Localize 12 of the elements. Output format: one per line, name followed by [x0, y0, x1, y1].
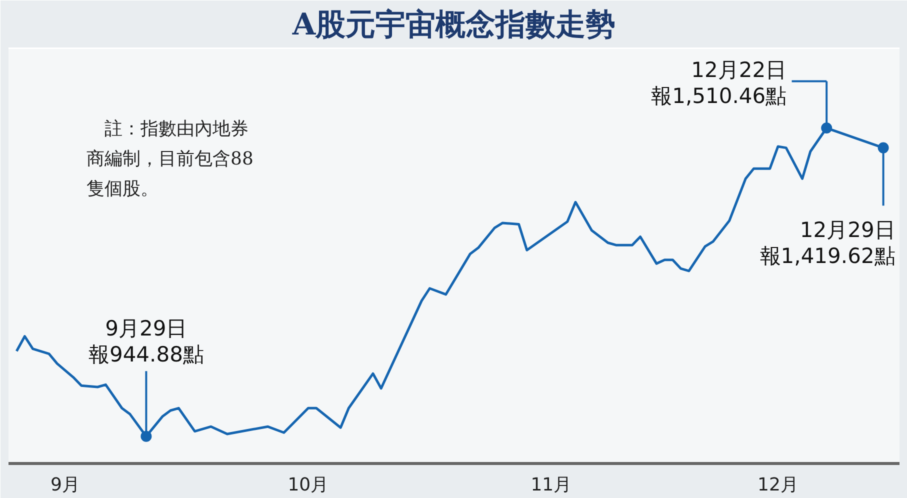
- x-tick-label: 9月: [50, 474, 80, 496]
- chart-title: A股元宇宙概念指數走勢: [291, 8, 616, 42]
- x-tick-label: 11月: [530, 474, 572, 496]
- annotation: 12月29日: [800, 218, 896, 242]
- annotation: 報1,419.62點: [760, 244, 896, 268]
- annotation: 報1,510.46點: [651, 84, 787, 108]
- annotation: 註：指數由內地券商編制，目前包含88隻個股。: [86, 118, 254, 200]
- x-tick-label: 12月: [758, 474, 798, 496]
- annotation: 報944.88點: [88, 342, 204, 366]
- x-tick-label: 10月: [288, 474, 329, 496]
- text: 12月22日: [691, 58, 787, 82]
- annotation: 9月29日: [105, 316, 188, 340]
